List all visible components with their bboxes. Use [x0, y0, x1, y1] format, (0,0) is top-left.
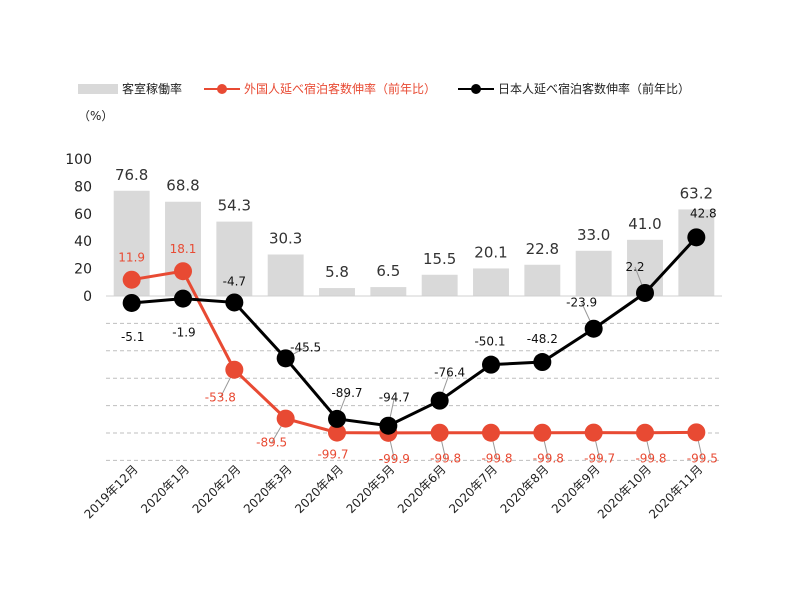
legend-label-japanese: 日本人延べ宿泊客数伸率（前年比）: [498, 82, 691, 96]
line-point: [328, 423, 346, 442]
x-tick-label: 2019年12月: [82, 462, 141, 521]
line-point: [687, 228, 706, 247]
x-tick-label: 2020年7月: [446, 462, 500, 516]
line-point: [636, 283, 654, 302]
legend-item-occupancy: 客室稼働率: [78, 80, 182, 97]
line-point: [584, 319, 603, 338]
bar-data-label: 6.5: [376, 262, 400, 280]
line-data-label: -99.7: [317, 448, 348, 462]
bar: [678, 209, 715, 296]
bar: [421, 274, 458, 296]
legend-item-japanese: 日本人延べ宿泊客数伸率（前年比）: [458, 80, 690, 97]
x-tick-label: 2020年3月: [241, 462, 295, 516]
line-data-label: -89.7: [331, 386, 362, 400]
line-point: [122, 270, 141, 289]
y-tick-label: 60: [74, 207, 92, 223]
line-point: [174, 262, 192, 281]
bar-data-label: 68.8: [166, 177, 199, 195]
line-point: [276, 349, 295, 368]
x-tick-label: 2020年6月: [395, 462, 449, 516]
line-data-label: -99.8: [635, 452, 666, 466]
bar-data-label: 15.5: [423, 250, 456, 268]
y-tick-label: 40: [74, 234, 92, 250]
line-point: [328, 409, 346, 428]
bar: [473, 268, 509, 296]
bar-data-label: 54.3: [218, 197, 251, 215]
bar: [216, 221, 253, 296]
line-data-label: -94.7: [379, 391, 410, 405]
line-data-label: -1.9: [172, 326, 195, 340]
x-tick-label: 2020年4月: [292, 462, 346, 516]
bar-data-label: 76.8: [115, 166, 148, 184]
bar: [267, 254, 304, 296]
legend-label-occupancy: 客室稼働率: [122, 82, 183, 96]
legend-swatch-japanese: [458, 83, 495, 95]
line-point: [225, 293, 244, 312]
line-point: [174, 289, 192, 308]
line-point: [687, 423, 706, 442]
line-data-label: -76.4: [434, 366, 465, 380]
line-data-label: -99.7: [584, 452, 615, 466]
x-tick-label: 2020年11月: [646, 462, 705, 521]
x-tick-label: 2020年8月: [498, 462, 552, 516]
x-tick-label: 2020年10月: [595, 462, 654, 521]
bar-data-label: 22.8: [526, 240, 559, 258]
bar-data-label: 20.1: [474, 243, 507, 261]
line-point: [636, 423, 654, 442]
line-data-label: -99.8: [430, 452, 461, 466]
line-data-label: -99.9: [379, 452, 410, 466]
line-data-label: -48.2: [527, 332, 558, 346]
line-data-label: -53.8: [205, 391, 236, 405]
line-data-label: 18.1: [170, 242, 197, 256]
line-point: [533, 423, 552, 442]
line-point: [584, 423, 603, 442]
line-data-label: -99.8: [481, 452, 512, 466]
line-data-label: 2.2: [625, 260, 644, 274]
y-tick-label: 20: [74, 262, 92, 278]
y-tick-label: 80: [74, 179, 92, 195]
bar-data-label: 41.0: [628, 215, 661, 233]
line-data-label: 11.9: [118, 251, 145, 265]
bar: [319, 288, 355, 296]
line-data-label: -23.9: [566, 296, 597, 310]
line-data-label: -89.5: [256, 436, 287, 450]
chart-legend: 客室稼働率 外国人延べ宿泊客数伸率（前年比） 日本人延べ宿泊客数伸率（前年比）: [78, 80, 712, 97]
line-point: [225, 360, 244, 379]
line-data-label: -99.5: [687, 451, 718, 465]
legend-swatch-foreign: [204, 83, 241, 95]
bar-data-label: 30.3: [269, 229, 302, 247]
line-point: [276, 409, 295, 428]
x-tick-label: 2020年2月: [190, 462, 244, 516]
y-tick-label: 100: [65, 152, 92, 168]
x-tick-label: 2020年5月: [344, 462, 398, 516]
line-point: [482, 423, 500, 442]
bar: [575, 250, 612, 296]
line-point: [430, 391, 449, 410]
y-axis-unit: （%）: [78, 109, 114, 123]
line-point: [482, 355, 500, 374]
line-point: [379, 416, 398, 435]
x-tick-label: 2020年1月: [138, 462, 192, 516]
y-tick-label: 0: [83, 289, 92, 305]
bar: [370, 287, 407, 296]
bar: [524, 264, 561, 296]
line-point: [122, 293, 141, 312]
line-point: [430, 423, 449, 442]
legend-label-foreign: 外国人延べ宿泊客数伸率（前年比）: [244, 82, 437, 96]
line-point: [533, 353, 552, 372]
line-data-label: -50.1: [474, 335, 505, 349]
line-data-label: -4.7: [223, 274, 246, 288]
line-data-label: -5.1: [121, 330, 144, 344]
legend-swatch-bar: [78, 83, 118, 94]
bar-data-label: 63.2: [680, 184, 713, 202]
legend-item-foreign: 外国人延べ宿泊客数伸率（前年比）: [204, 80, 436, 97]
bar-data-label: 33.0: [577, 226, 610, 244]
line-data-label: -45.5: [290, 340, 321, 354]
line-data-label: 42.8: [690, 206, 717, 220]
bar-data-label: 5.8: [325, 263, 349, 281]
bar: [165, 201, 201, 296]
x-tick-label: 2020年9月: [549, 462, 603, 516]
line-data-label: -99.8: [533, 452, 564, 466]
